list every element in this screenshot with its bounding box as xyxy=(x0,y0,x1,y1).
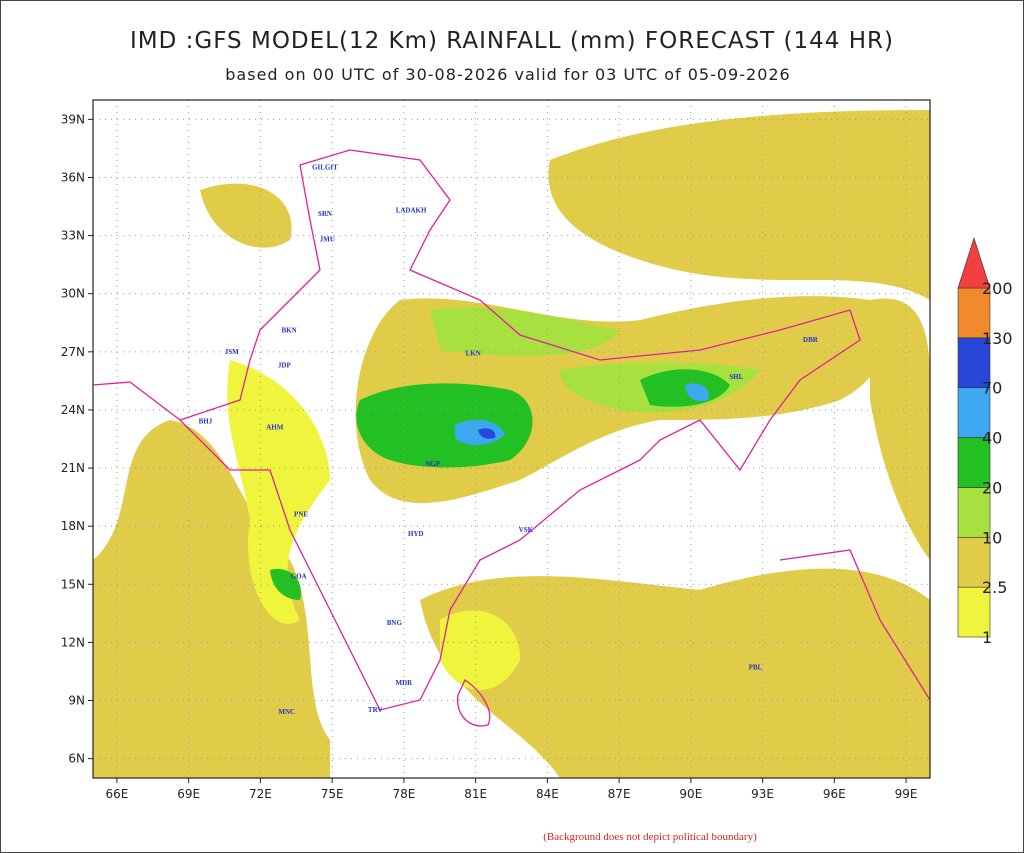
rain-area xyxy=(478,428,496,439)
station-label: MNC xyxy=(278,708,295,716)
station-label: SHL xyxy=(729,373,743,381)
map-subtitle: based on 00 UTC of 30-08-2026 valid for … xyxy=(225,65,790,84)
stations: GILGIT SRN LADAKH JMU JSM BKN JDP AHM BHJ PNE GOA B… xyxy=(199,164,819,716)
rain-area xyxy=(548,110,930,300)
y-tick-label: 27N xyxy=(61,345,85,359)
station-label: VSK xyxy=(519,526,534,534)
station-label: PNE xyxy=(294,510,308,518)
boundary xyxy=(779,549,931,701)
y-tick-label: 6N xyxy=(68,752,85,766)
x-tick-label: 66E xyxy=(105,787,128,801)
station-label: AHM xyxy=(266,423,284,431)
station-label: GILGIT xyxy=(312,164,338,172)
x-tick-label: 72E xyxy=(249,787,272,801)
boundary xyxy=(178,149,861,711)
station-label: MDR xyxy=(396,679,414,687)
station-label: PBL xyxy=(749,664,763,672)
station-label: DBR xyxy=(803,336,819,344)
station-label: JDP xyxy=(278,361,292,369)
rain-area xyxy=(440,610,520,690)
color-legend: 1 2.5 10 20 40 70 130 200 xyxy=(957,237,1013,647)
station-label: JMU xyxy=(320,235,335,243)
map-area: GILGIT SRN LADAKH JMU JSM BKN JDP AHM BHJ PNE GOA B… xyxy=(92,99,931,779)
grid xyxy=(93,100,930,778)
legend-swatch xyxy=(957,586,991,638)
station-label: GOA xyxy=(291,572,307,580)
legend-label: 20 xyxy=(982,478,1002,497)
legend-label: 130 xyxy=(982,329,1013,348)
legend-swatch xyxy=(957,387,991,438)
legend-label: 200 xyxy=(982,279,1013,298)
station-label: BKN xyxy=(282,326,297,334)
x-tick-label: 69E xyxy=(177,787,200,801)
legend-label: 10 xyxy=(982,528,1002,547)
station-label: JSM xyxy=(225,348,239,356)
x-tick-label: 93E xyxy=(751,787,774,801)
x-tick-label: 96E xyxy=(823,787,846,801)
rain-area xyxy=(227,360,330,624)
map-title: IMD :GFS MODEL(12 Km) RAINFALL (mm) FORE… xyxy=(130,28,894,54)
legend-label: 2.5 xyxy=(982,578,1007,597)
y-tick-label: 33N xyxy=(61,229,85,243)
boundary xyxy=(92,381,181,421)
legend-swatch xyxy=(957,536,991,588)
legend-label: 70 xyxy=(982,379,1002,398)
y-tick-label: 15N xyxy=(61,577,85,591)
station-label: TRV xyxy=(368,706,383,714)
station-label: BHJ xyxy=(199,418,213,426)
rain-area xyxy=(420,568,930,778)
rain-area xyxy=(356,383,533,468)
station-label: LADAKH xyxy=(396,206,427,214)
x-tick-label: 87E xyxy=(608,787,631,801)
y-tick-label: 18N xyxy=(61,519,85,533)
legend-label: 1 xyxy=(982,628,992,647)
rain-area xyxy=(430,307,620,356)
station-label: NGP xyxy=(425,460,441,468)
rain-area xyxy=(93,420,330,778)
boundary xyxy=(457,679,491,727)
y-tick-label: 9N xyxy=(68,694,85,708)
station-label: LKN xyxy=(466,350,481,358)
legend-swatch xyxy=(957,487,991,538)
footnote: (Background does not depict political bo… xyxy=(543,831,757,843)
rain-fields xyxy=(93,110,930,778)
x-tick-label: 99E xyxy=(895,787,918,801)
legend-arrow xyxy=(957,237,991,289)
y-tick-label: 36N xyxy=(61,170,85,184)
x-tick-label: 75E xyxy=(321,787,344,801)
station-label: BNG xyxy=(387,619,403,627)
station-label: SRN xyxy=(318,210,332,218)
y-tick-label: 30N xyxy=(61,287,85,301)
legend-label: 40 xyxy=(982,429,1002,448)
rain-area xyxy=(870,298,930,560)
x-tick-label: 78E xyxy=(392,787,415,801)
y-tick-label: 21N xyxy=(61,461,85,475)
axis-ticks: 66E 69E 72E 75E 78E 81E 84E 87E 90E 93E 96E 99E 39N 3… xyxy=(61,112,918,801)
rain-area xyxy=(685,383,709,402)
x-tick-label: 84E xyxy=(536,787,559,801)
map-frame xyxy=(92,99,931,779)
y-tick-label: 39N xyxy=(61,112,85,126)
x-tick-label: 90E xyxy=(679,787,702,801)
y-tick-label: 12N xyxy=(61,635,85,649)
rain-area xyxy=(200,183,292,248)
x-tick-label: 81E xyxy=(464,787,487,801)
y-tick-label: 24N xyxy=(61,403,85,417)
station-label: HYD xyxy=(408,530,424,538)
